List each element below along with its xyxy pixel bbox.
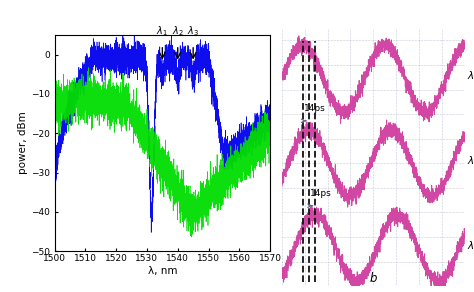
Text: $\lambda_1$: $\lambda_1$	[467, 69, 474, 83]
X-axis label: λ, nm: λ, nm	[147, 266, 177, 276]
Text: $\lambda_3$: $\lambda_3$	[187, 25, 199, 38]
Text: a: a	[159, 289, 166, 292]
Text: $\lambda_3$: $\lambda_3$	[467, 239, 474, 253]
Y-axis label: power, dBm: power, dBm	[18, 112, 28, 174]
Text: $\lambda_2$: $\lambda_2$	[172, 25, 183, 38]
Text: b: b	[370, 272, 377, 285]
Text: 14ps: 14ps	[310, 189, 332, 198]
Text: $\lambda_2$: $\lambda_2$	[467, 154, 474, 168]
Text: $\lambda_1$: $\lambda_1$	[156, 25, 168, 38]
Text: 14ps: 14ps	[304, 104, 326, 113]
